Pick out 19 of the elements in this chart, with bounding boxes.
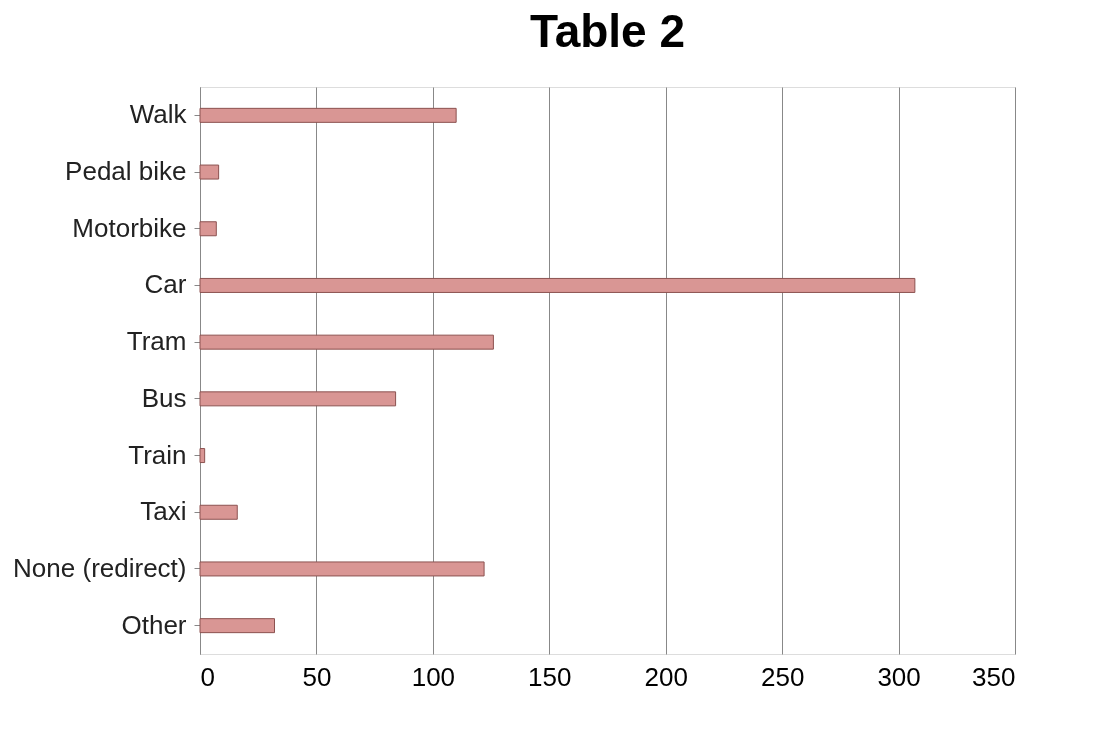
x-tick-label: 200 (644, 661, 688, 692)
chart-title: Table 2 (529, 5, 686, 57)
x-tick-label: 0 (200, 661, 215, 692)
y-tick-label: Bus (141, 382, 187, 413)
y-tick-label: Other (121, 609, 187, 640)
y-tick-label: Motorbike (72, 212, 187, 243)
x-tick-label: 50 (302, 661, 332, 692)
x-tick-label: 100 (411, 661, 456, 692)
y-tick-label: Walk (129, 99, 188, 130)
y-tick-label: Tram (126, 326, 187, 357)
y-tick-label: Car (144, 269, 187, 300)
y-tick-label: None (redirect) (13, 552, 187, 583)
x-tick-label: 300 (877, 661, 921, 692)
x-tick-label: 250 (760, 661, 805, 692)
x-tick-label: 150 (528, 661, 572, 692)
y-tick-label: Pedal bike (65, 156, 187, 187)
y-tick-label: Train (128, 439, 187, 470)
y-tick-label: Taxi (140, 496, 187, 527)
x-tick-label: 350 (972, 661, 1016, 692)
